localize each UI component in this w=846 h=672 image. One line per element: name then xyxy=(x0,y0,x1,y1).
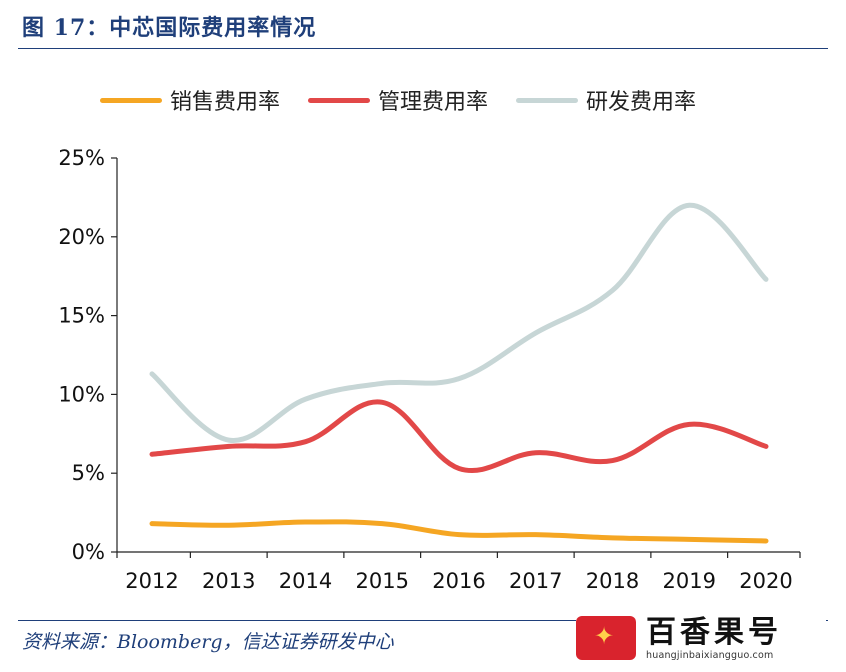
legend-swatch-selling xyxy=(100,97,162,103)
x-tick-label: 2013 xyxy=(202,569,255,593)
watermark-url: huangjinbaixiangguo.com xyxy=(646,649,774,661)
x-tick-label: 2020 xyxy=(739,569,792,593)
x-tick-label: 2018 xyxy=(586,569,639,593)
source-divider xyxy=(18,620,828,621)
series-line-selling xyxy=(149,519,769,544)
watermark-text: 百香果号 huangjinbaixiangguo.com xyxy=(646,614,782,661)
x-tick-label: 2017 xyxy=(509,569,562,593)
x-tick-label: 2019 xyxy=(663,569,716,593)
figure-title: 图 17：中芯国际费用率情况 xyxy=(22,15,317,41)
legend-label-selling: 销售费用率 xyxy=(170,90,281,115)
x-tick-label: 2016 xyxy=(432,569,485,593)
y-tick-label: 25% xyxy=(58,146,105,170)
watermark-name: 百香果号 xyxy=(646,614,782,650)
legend-label-rnd: 研发费用率 xyxy=(586,90,697,115)
legend-swatch-rnd xyxy=(516,97,579,103)
title-divider xyxy=(18,48,828,49)
series-line-rnd xyxy=(149,202,769,443)
x-tick-label: 2014 xyxy=(279,569,332,593)
y-tick-label: 5% xyxy=(72,461,105,485)
y-tick-label: 0% xyxy=(72,540,105,564)
watermark-logo-icon xyxy=(576,616,636,660)
x-tick-label: 2012 xyxy=(125,569,178,593)
y-tick-label: 10% xyxy=(58,382,105,406)
y-tick-label: 15% xyxy=(58,304,105,328)
legend-swatch-admin xyxy=(308,97,371,103)
legend-item-rnd: 研发费用率 xyxy=(516,84,696,116)
series-line-admin xyxy=(149,399,769,473)
chart-legend: 销售费用率 管理费用率 研发费用率 xyxy=(100,84,724,116)
y-tick-label: 20% xyxy=(58,225,105,249)
legend-label-admin: 管理费用率 xyxy=(378,90,489,115)
x-tick-label: 2015 xyxy=(356,569,409,593)
legend-item-selling: 销售费用率 xyxy=(100,84,280,116)
legend-item-admin: 管理费用率 xyxy=(308,84,488,116)
source-note: 资料来源：Bloomberg，信达证券研发中心 xyxy=(22,631,394,653)
line-chart: 0% 5% 10% 15% 20% 25% 2012 2013 2014 2015 2016 2017… xyxy=(58,146,801,593)
watermark: 百香果号 huangjinbaixiangguo.com xyxy=(576,612,826,664)
